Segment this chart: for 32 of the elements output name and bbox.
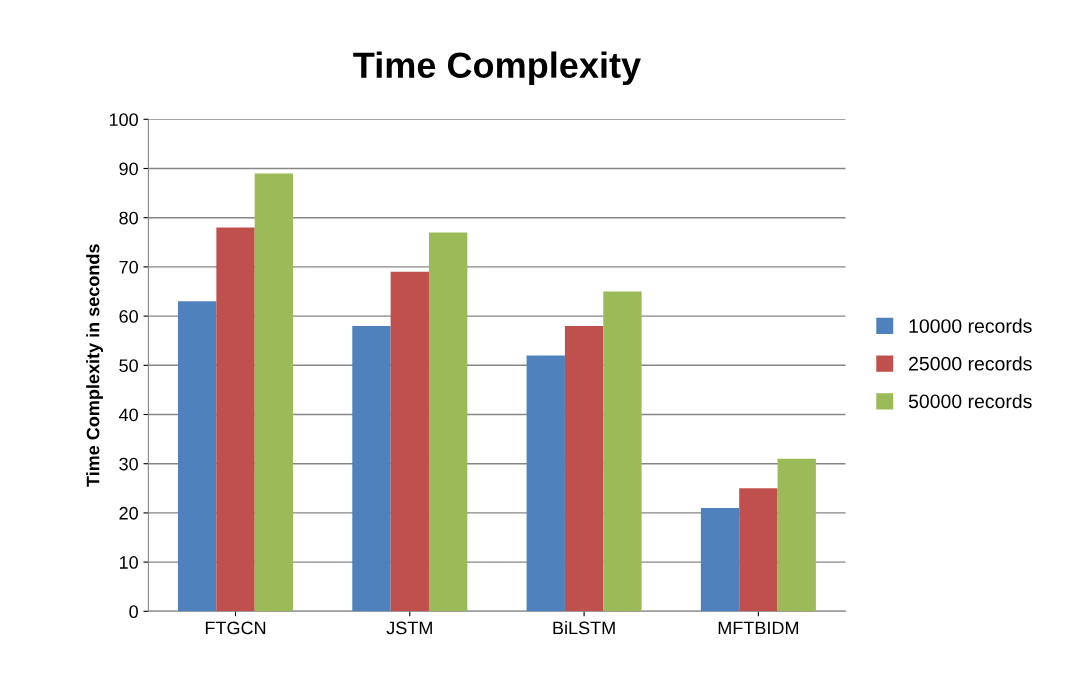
bar	[777, 458, 816, 612]
bar	[254, 173, 294, 612]
x-tick-label: BiLSTM	[553, 621, 615, 635]
legend-label: 25000 records	[909, 356, 1032, 371]
bar	[700, 507, 740, 612]
chart-title: Time Complexity	[353, 51, 641, 86]
bar	[390, 271, 429, 612]
y-tick-label: 80	[119, 211, 138, 225]
x-tick-label: FTGCN	[205, 621, 266, 635]
y-tick-label: 70	[119, 260, 138, 274]
y-tick-label: 60	[119, 310, 138, 323]
legend-label: 10000 records	[909, 318, 1032, 333]
bar	[178, 301, 217, 612]
y-tick-label: 20	[119, 506, 138, 520]
y-tick-label: 100	[109, 113, 138, 127]
legend-label: 50000 records	[908, 393, 1032, 409]
bar	[739, 488, 778, 612]
y-tick-label: 10	[119, 556, 138, 569]
bar	[603, 291, 642, 612]
bar	[526, 355, 565, 612]
bar	[564, 325, 604, 612]
x-tick-label: MFTBIDM	[718, 621, 799, 635]
x-tick-label: JSTM	[386, 621, 432, 635]
bar	[352, 325, 391, 612]
bar	[428, 232, 468, 612]
y-tick-label: 30	[119, 457, 138, 471]
y-axis-title: Time Complexity in seconds	[86, 244, 103, 487]
y-tick-label: 50	[119, 359, 138, 373]
y-tick-label: 90	[119, 162, 138, 176]
bar	[216, 227, 255, 612]
y-tick-label: 0	[129, 605, 138, 619]
y-tick-label: 40	[118, 408, 138, 422]
